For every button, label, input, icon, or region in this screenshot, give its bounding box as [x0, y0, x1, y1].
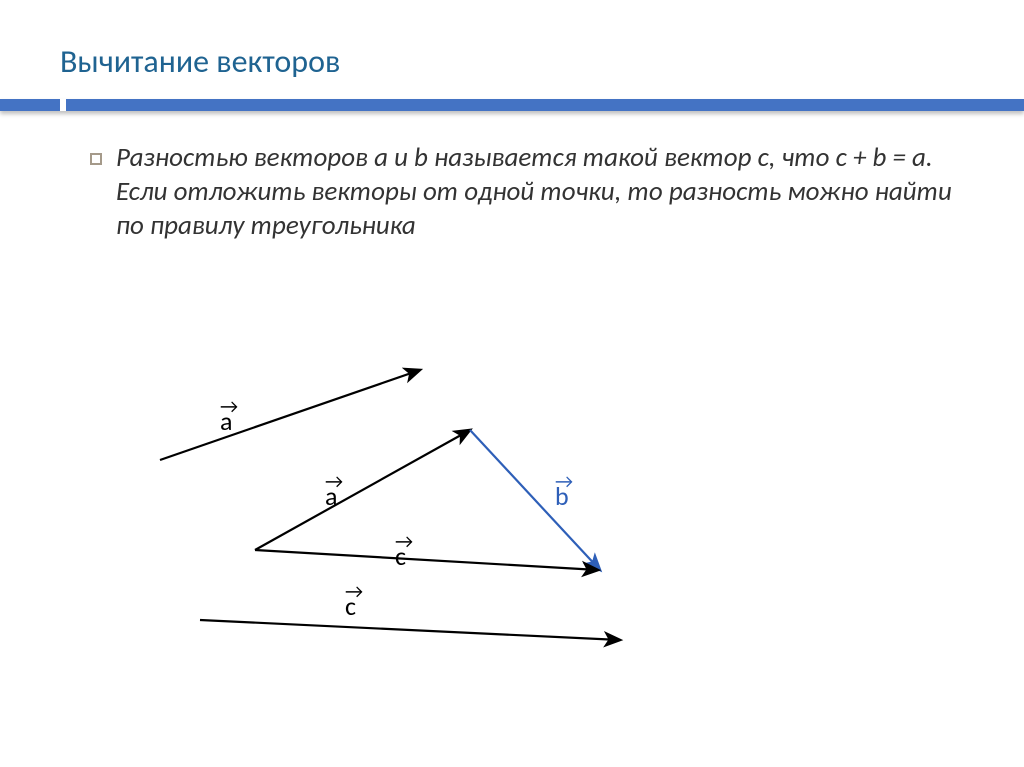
vector-label-b_triangle: →b	[555, 480, 569, 512]
vector-label-a_standalone: →a	[220, 405, 232, 437]
body-content: Разностью векторов a и b называется тако…	[0, 111, 1024, 242]
vector-c_triangle	[255, 550, 598, 570]
vector-a_standalone	[160, 370, 420, 460]
vector-label-a_triangle: →a	[325, 480, 337, 512]
page-title: Вычитание векторов	[60, 42, 964, 81]
vector-label-c_triangle: →c	[395, 540, 406, 572]
definition-text: Разностью векторов a и b называется тако…	[116, 141, 964, 242]
vector-c_standalone	[200, 620, 620, 640]
vector-label-c_standalone: →c	[345, 590, 356, 622]
vector-b_triangle	[470, 430, 600, 570]
title-underline-bar	[0, 99, 1024, 111]
bullet-icon	[90, 153, 102, 165]
vector-a_triangle	[255, 430, 470, 550]
